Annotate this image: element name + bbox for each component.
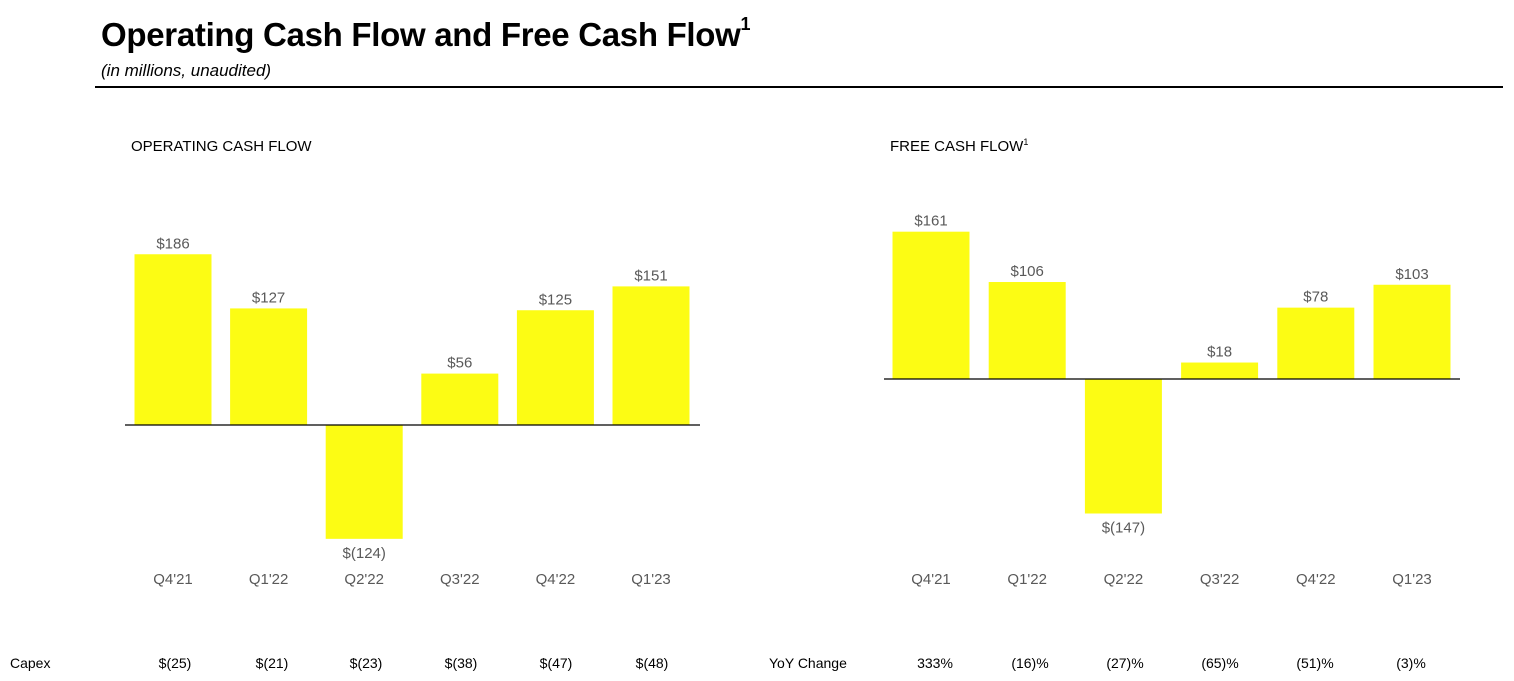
capex-row-label: Capex [10, 655, 51, 671]
ocf-data-label: $(124) [343, 545, 386, 562]
capex-value: $(47) [539, 655, 573, 671]
fcf-category-label: Q4'22 [1296, 571, 1336, 588]
fcf-bar [1084, 379, 1162, 514]
page-subtitle: (in millions, unaudited) [101, 61, 272, 80]
ocf-category-label: Q1'23 [631, 571, 671, 588]
fcf-category-label: Q3'22 [1200, 571, 1240, 588]
capex-value: $(48) [635, 655, 669, 671]
ocf-data-label: $125 [539, 291, 572, 308]
yoy-row-label: YoY Change [769, 655, 847, 671]
fcf-bar [892, 231, 970, 379]
fcf-data-label: $78 [1303, 289, 1328, 306]
fcf-chart-title-text: FREE CASH FLOW [890, 138, 1024, 155]
ocf-bar [325, 425, 403, 539]
ocf-category-label: Q1'22 [249, 571, 289, 588]
fcf-bar [1277, 307, 1355, 379]
yoy-change-value: 333% [917, 655, 953, 671]
ocf-chart-title: OPERATING CASH FLOW [131, 137, 312, 155]
fcf-data-label: $161 [914, 213, 947, 230]
ocf-category-label: Q4'21 [153, 571, 193, 588]
yoy-change-value: (27)% [1106, 655, 1144, 671]
ocf-chart-title-text: OPERATING CASH FLOW [131, 138, 312, 155]
fcf-data-label: $(147) [1102, 520, 1145, 537]
fcf-category-label: Q4'21 [911, 571, 951, 588]
fcf-bar [988, 282, 1066, 379]
fcf-data-label: $103 [1395, 266, 1428, 283]
title-footnote: 1 [740, 14, 751, 34]
fcf-title-footnote: 1 [1023, 137, 1029, 147]
ocf-category-label: Q4'22 [536, 571, 576, 588]
ocf-bar [612, 286, 690, 425]
fcf-category-label: Q1'22 [1007, 571, 1047, 588]
fcf-bar [1373, 284, 1451, 379]
ocf-bar [134, 254, 212, 425]
page-title-text: Operating Cash Flow and Free Cash Flow [101, 16, 741, 53]
fcf-category-label: Q2'22 [1104, 571, 1144, 588]
ocf-data-label: $151 [634, 267, 667, 284]
capex-value: $(25) [158, 655, 192, 671]
fcf-bar [1181, 362, 1259, 379]
yoy-change-value: (65)% [1201, 655, 1239, 671]
yoy-change-value: (16)% [1011, 655, 1049, 671]
ocf-data-label: $186 [156, 235, 189, 252]
capex-value: $(21) [255, 655, 289, 671]
fcf-category-label: Q1'23 [1392, 571, 1432, 588]
ocf-bar [516, 310, 594, 425]
yoy-change-value: (51)% [1296, 655, 1334, 671]
fcf-data-label: $106 [1011, 263, 1044, 280]
yoy-change-value: (3)% [1396, 655, 1426, 671]
fcf-chart-title: FREE CASH FLOW1 [890, 137, 1028, 155]
fcf-data-label: $18 [1207, 344, 1232, 361]
capex-value: $(38) [444, 655, 478, 671]
ocf-data-label: $56 [447, 355, 472, 372]
ocf-bar [421, 373, 499, 425]
header-divider [95, 86, 1503, 88]
ocf-category-label: Q2'22 [344, 571, 384, 588]
ocf-data-label: $127 [252, 289, 285, 306]
ocf-bar [230, 308, 308, 425]
capex-value: $(23) [349, 655, 383, 671]
page-title: Operating Cash Flow and Free Cash Flow1 [101, 14, 751, 54]
ocf-category-label: Q3'22 [440, 571, 480, 588]
